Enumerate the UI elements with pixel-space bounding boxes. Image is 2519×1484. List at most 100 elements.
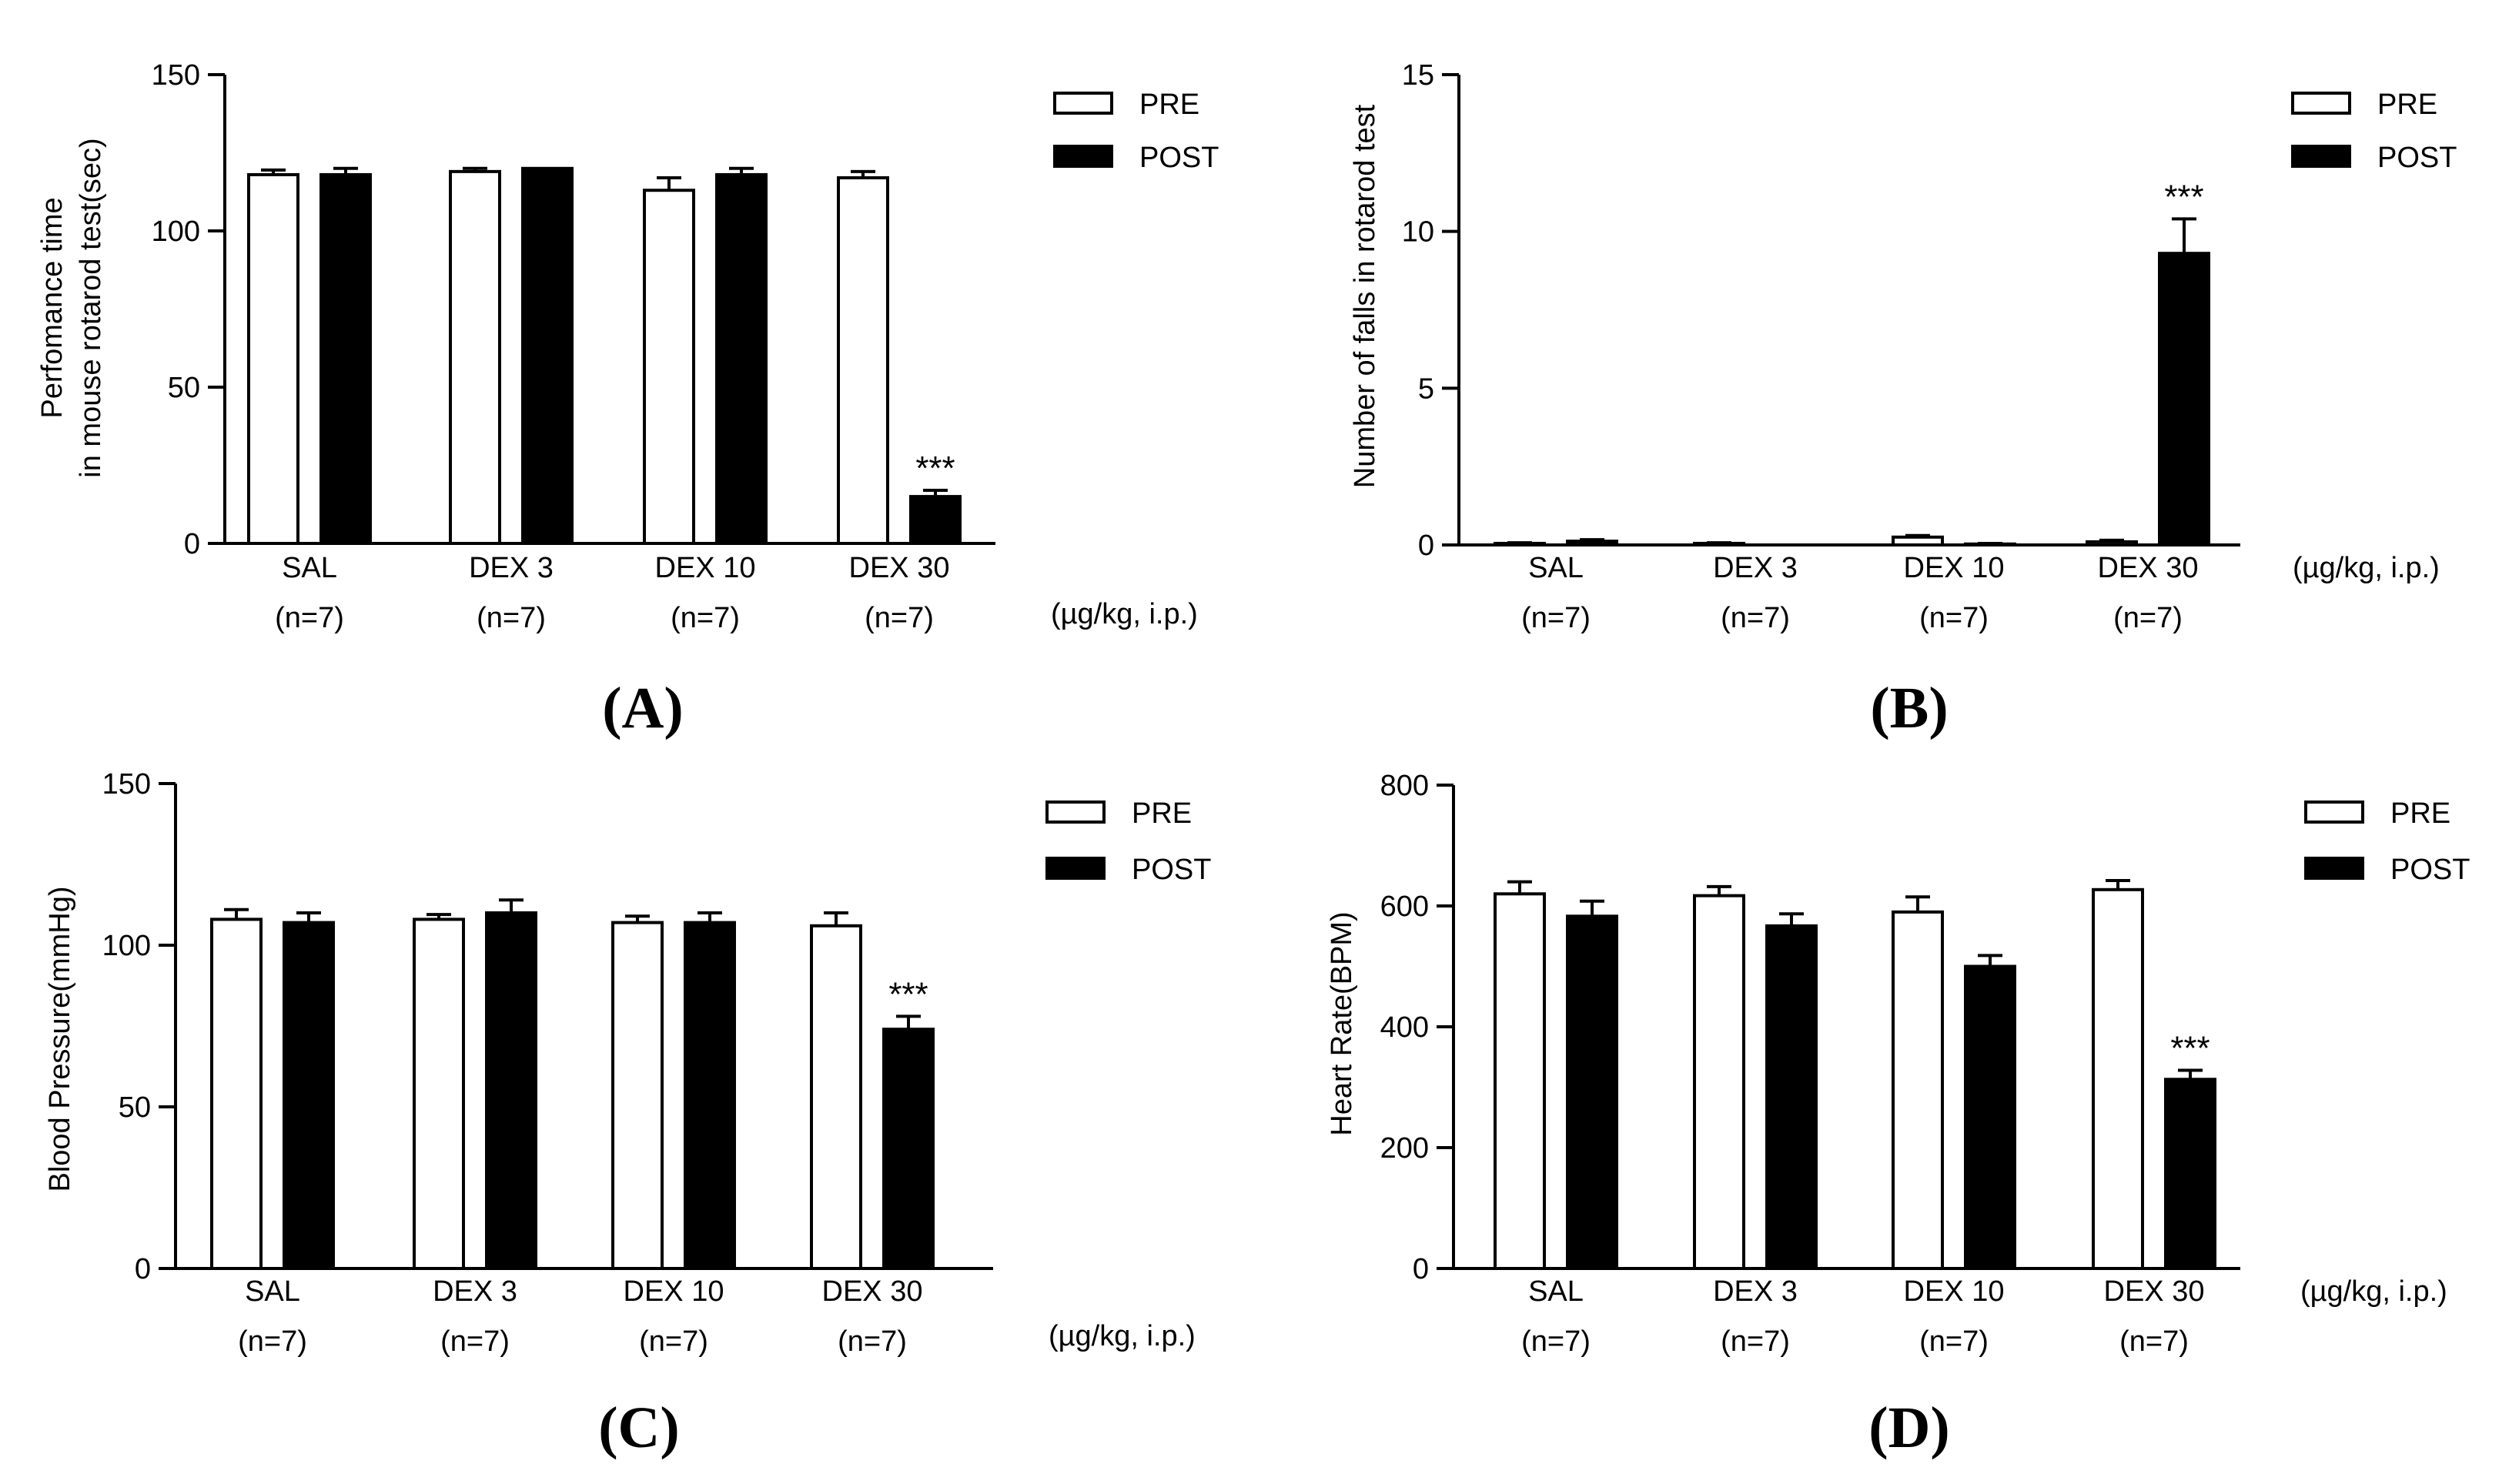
- legend-label-post: POST: [1132, 854, 1211, 886]
- y-tick-label: 800: [1380, 770, 1429, 802]
- bar-post-sal: [1566, 540, 1618, 546]
- sample-size-label: (n=7): [440, 1325, 510, 1358]
- bar-post-sal: [319, 172, 372, 545]
- unit-label: (µg/kg, i.p.): [1049, 1320, 1196, 1352]
- y-tick-label: 150: [152, 59, 200, 92]
- bar-pre-dex3: [449, 169, 501, 546]
- x-tick-label: SAL: [1528, 1275, 1584, 1308]
- x-tick-label: SAL: [1528, 552, 1584, 584]
- legend-swatch-post: [1053, 145, 1113, 168]
- sample-size-label: (n=7): [671, 602, 740, 634]
- y-tick-label: 10: [1402, 216, 1434, 249]
- unit-label: (µg/kg, i.p.): [2300, 1275, 2447, 1308]
- y-tick-label: 5: [1418, 373, 1434, 405]
- chart-panel-b: 0 5 10 15 Number of falls in rotarod test SAL…: [1349, 59, 2457, 740]
- sample-size-label: (n=7): [1521, 1325, 1591, 1358]
- significance-marker: ***: [2164, 178, 2203, 216]
- sample-size-label: (n=7): [639, 1325, 708, 1358]
- bar-post-dex10: [715, 172, 768, 545]
- chart-panel-c: 0 50 100 150 Blood Pressure(mmHg) SAL (n=7) DEX…: [44, 768, 1211, 1460]
- y-tick-label: 600: [1380, 891, 1429, 923]
- bar-post-dex30: [882, 1028, 935, 1270]
- x-tick-label: DEX 3: [1713, 552, 1798, 584]
- panel-label: (A): [602, 676, 684, 740]
- bar-post-dex30: [2158, 252, 2210, 546]
- bar-post-dex10: [684, 921, 736, 1270]
- sample-size-label: (n=7): [1721, 1325, 1790, 1358]
- sample-size-label: (n=7): [2119, 1325, 2189, 1358]
- sample-size-label: (n=7): [1721, 602, 1790, 634]
- sample-size-label: (n=7): [1521, 602, 1591, 634]
- bar-pre-dex30: [837, 175, 889, 545]
- y-axis-label: Number of falls in rotarod test: [1349, 104, 1381, 488]
- sample-size-label: (n=7): [1919, 1325, 1989, 1358]
- y-axis-label: Perfomance time: [36, 197, 69, 418]
- sample-size-label: (n=7): [477, 602, 546, 634]
- significance-marker: ***: [2170, 1030, 2210, 1068]
- legend-swatch-post: [2304, 857, 2364, 880]
- panel-label: (B): [1870, 676, 1948, 740]
- bar-pre-sal: [210, 917, 263, 1271]
- legend-swatch-pre: [2291, 92, 2351, 115]
- y-tick-label: 50: [168, 372, 200, 404]
- bar-post-sal: [283, 921, 335, 1270]
- y-tick-label: 200: [1380, 1132, 1429, 1165]
- bar-pre-dex30: [2086, 540, 2138, 547]
- x-tick-label: DEX 10: [655, 552, 756, 584]
- bar-pre-dex30: [810, 924, 862, 1271]
- legend-swatch-post: [2291, 145, 2351, 168]
- bar-post-dex30: [909, 495, 962, 545]
- chart-panel-d: 0 200 400 600 800 Heart Rate(BPM) SAL (n=7) DEX …: [1326, 770, 2470, 1460]
- legend-swatch-pre: [2304, 800, 2364, 824]
- sample-size-label: (n=7): [865, 602, 934, 634]
- x-tick-label: SAL: [245, 1275, 300, 1308]
- bar-post-sal: [1566, 914, 1618, 1270]
- x-tick-label: DEX 10: [1904, 552, 2005, 584]
- legend-swatch-pre: [1045, 800, 1106, 824]
- legend-label-post: POST: [1139, 142, 1219, 174]
- y-tick-label: 0: [184, 528, 200, 560]
- x-tick-label: DEX 3: [469, 552, 554, 584]
- bar-pre-dex10: [611, 921, 664, 1270]
- sample-size-label: (n=7): [2113, 602, 2183, 634]
- x-tick-label: DEX 3: [433, 1275, 517, 1308]
- sample-size-label: (n=7): [238, 1325, 307, 1358]
- chart-panel-a: 0 50 100 150 Perfomance time in mouse rotarod…: [36, 59, 1219, 740]
- bar-pre-sal: [1494, 892, 1546, 1271]
- y-tick-label: 150: [102, 768, 151, 800]
- y-tick-label: 0: [1413, 1253, 1429, 1285]
- y-tick-label: 100: [102, 930, 151, 962]
- x-tick-label: DEX 10: [1904, 1275, 2005, 1308]
- bar-post-dex3: [521, 166, 574, 546]
- y-axis-label: in mouse rotarod test(sec): [75, 138, 107, 477]
- y-axis-label: Heart Rate(BPM): [1326, 911, 1358, 1135]
- bar-post-dex3: [485, 911, 537, 1270]
- y-axis-label: Blood Pressure(mmHg): [44, 887, 76, 1192]
- legend-label-post: POST: [2377, 142, 2457, 174]
- legend-label-pre: PRE: [2390, 797, 2450, 830]
- bar-pre-dex30: [2092, 887, 2144, 1271]
- significance-marker: ***: [888, 975, 928, 1013]
- bar-pre-dex3: [1693, 894, 1745, 1271]
- y-tick-label: 0: [1418, 530, 1434, 562]
- significance-marker: ***: [915, 450, 955, 487]
- unit-label: (µg/kg, i.p.): [2293, 552, 2440, 584]
- x-tick-label: DEX 3: [1713, 1275, 1798, 1308]
- y-tick-label: 15: [1402, 59, 1434, 92]
- bar-pre-dex3: [413, 917, 465, 1271]
- bar-post-dex30: [2164, 1078, 2216, 1271]
- y-tick-label: 0: [135, 1253, 151, 1285]
- legend-label-pre: PRE: [1139, 89, 1199, 121]
- y-tick-label: 100: [152, 216, 200, 248]
- legend-label-pre: PRE: [2377, 89, 2437, 121]
- sample-size-label: (n=7): [275, 602, 344, 634]
- x-tick-label: DEX 10: [624, 1275, 724, 1308]
- y-tick-label: 400: [1380, 1011, 1429, 1044]
- x-tick-label: DEX 30: [849, 552, 950, 584]
- legend-swatch-pre: [1053, 92, 1113, 115]
- bar-post-dex10: [1964, 964, 2016, 1270]
- legend-swatch-post: [1045, 857, 1106, 880]
- bar-pre-sal: [247, 172, 299, 545]
- bar-pre-dex10: [1892, 535, 1944, 546]
